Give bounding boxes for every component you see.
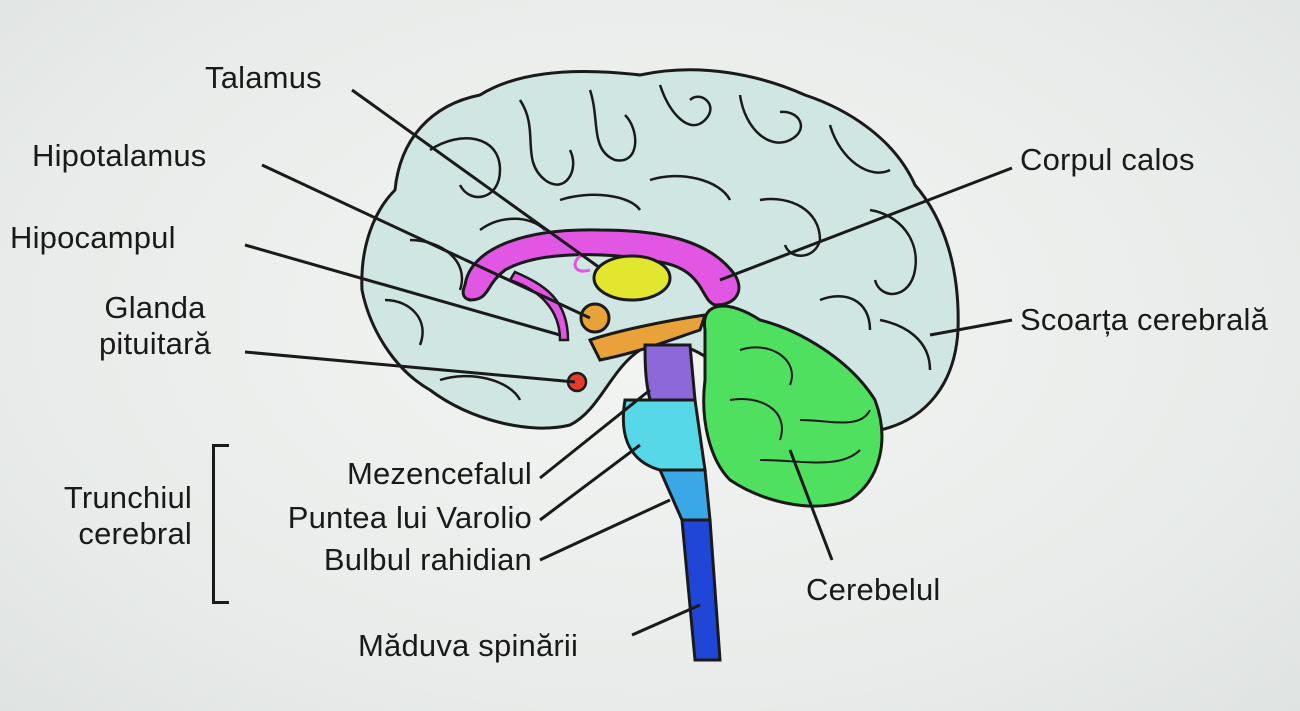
label-scoarta-cerebrala: Scoarța cerebrală bbox=[1020, 302, 1269, 337]
cerebellum-folds bbox=[729, 346, 871, 464]
leader-cerebelul bbox=[788, 449, 834, 561]
corpus-callosum bbox=[461, 228, 741, 307]
spinal-cord bbox=[680, 518, 722, 662]
leader-lines bbox=[244, 88, 1013, 637]
hypothalamus bbox=[579, 302, 611, 334]
leader-hipocampul bbox=[244, 243, 561, 337]
label-talamus: Talamus bbox=[205, 60, 322, 95]
bracket bbox=[212, 444, 229, 604]
leader-glanda bbox=[244, 350, 576, 384]
label-bulbul: Bulbul rahidian bbox=[323, 542, 532, 577]
label-trunchiul-cerebral: Trunchiul cerebral bbox=[20, 480, 192, 552]
label-trunchiul-line1: Trunchiul bbox=[63, 480, 192, 515]
leader-talamus bbox=[351, 88, 601, 270]
label-cerebelul: Cerebelul bbox=[806, 572, 941, 607]
leader-puntea bbox=[539, 443, 641, 522]
hypothalamus-band bbox=[587, 313, 708, 362]
cortex-folds bbox=[384, 84, 932, 401]
label-glanda-line2: pituitară bbox=[98, 326, 212, 361]
leader-bulbul bbox=[539, 498, 671, 562]
label-glanda-pituitara: Glanda pituitară bbox=[80, 290, 230, 362]
label-glanda-line1: Glanda bbox=[104, 290, 206, 325]
label-hipocampul: Hipocampul bbox=[10, 220, 176, 255]
leader-corpul-calos bbox=[719, 166, 1013, 282]
label-puntea: Puntea lui Varolio bbox=[287, 500, 532, 535]
label-corpul-calos: Corpul calos bbox=[1020, 142, 1195, 177]
leader-mezencefalul bbox=[539, 388, 651, 480]
thalamus bbox=[592, 254, 672, 302]
thalamus-hook bbox=[573, 253, 591, 273]
pons bbox=[621, 398, 707, 472]
label-hipotalamus: Hipotalamus bbox=[32, 138, 207, 173]
medulla bbox=[657, 468, 712, 522]
label-maduva-spinarii: Măduva spinării bbox=[358, 628, 579, 663]
label-mezencefalul: Mezencefalul bbox=[346, 456, 532, 491]
leader-hipotalamus bbox=[261, 163, 591, 320]
midbrain bbox=[643, 343, 697, 402]
leader-scoarta bbox=[929, 318, 1013, 337]
cerebellum-shape bbox=[702, 304, 884, 508]
leader-maduva bbox=[631, 603, 701, 637]
label-trunchiul-line2: cerebral bbox=[78, 516, 192, 551]
